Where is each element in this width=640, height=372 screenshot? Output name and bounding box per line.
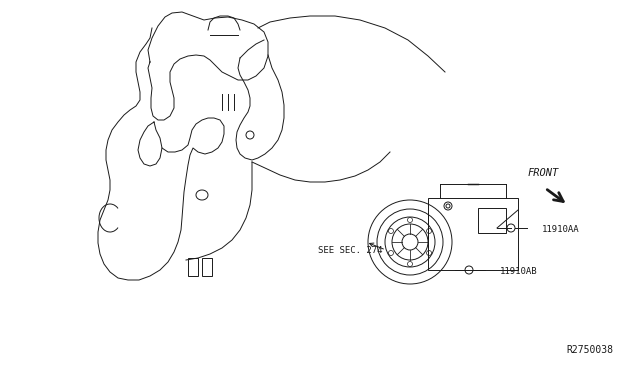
Bar (478, 208, 506, 233)
Text: FRONT: FRONT (528, 168, 559, 178)
Bar (428, 198, 518, 270)
Text: 11910AB: 11910AB (500, 266, 538, 276)
Text: R2750038: R2750038 (566, 345, 614, 355)
Bar (188, 258, 198, 276)
Text: 11910AA: 11910AA (542, 224, 580, 234)
Text: SEE SEC. 274: SEE SEC. 274 (318, 246, 383, 254)
Bar (202, 258, 212, 276)
